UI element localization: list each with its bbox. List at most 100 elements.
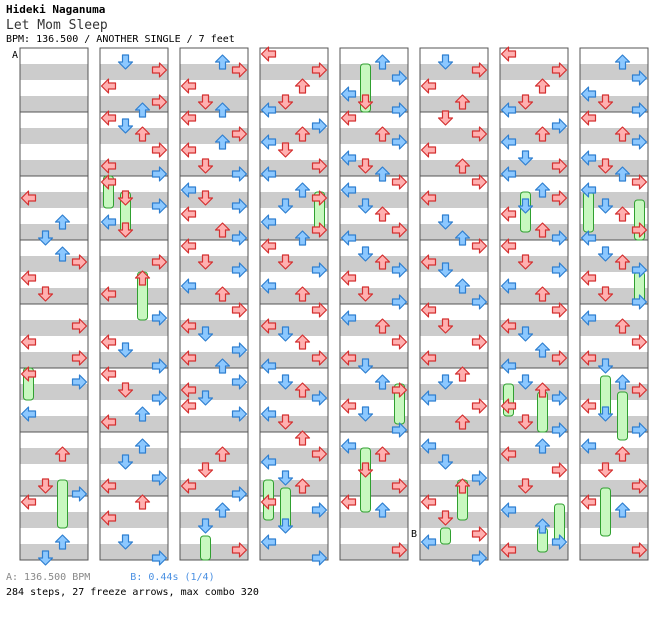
left-arrow-icon: [500, 102, 517, 118]
up-arrow-icon: [294, 230, 311, 246]
down-arrow-icon: [277, 94, 294, 110]
beat-stripe: [340, 96, 408, 112]
left-arrow-icon: [100, 510, 117, 526]
down-arrow-icon: [197, 190, 214, 206]
beat-stripe: [260, 128, 328, 144]
beat-stripe: [100, 416, 168, 432]
right-arrow-icon: [231, 166, 248, 182]
left-arrow-icon: [180, 110, 197, 126]
down-arrow-icon: [277, 518, 294, 534]
beat-stripe: [100, 544, 168, 560]
right-arrow-icon: [631, 134, 648, 150]
beat-stripe: [500, 544, 568, 560]
down-arrow-icon: [517, 478, 534, 494]
beat-stripe: [340, 256, 408, 272]
up-arrow-icon: [614, 374, 631, 390]
beat-stripe: [260, 160, 328, 176]
left-arrow-icon: [260, 214, 277, 230]
down-arrow-icon: [437, 318, 454, 334]
freeze-arrow-body: [600, 487, 611, 537]
left-arrow-icon: [20, 270, 37, 286]
left-arrow-icon: [420, 142, 437, 158]
down-arrow-icon: [597, 358, 614, 374]
up-arrow-icon: [374, 126, 391, 142]
left-arrow-icon: [180, 398, 197, 414]
right-arrow-icon: [551, 534, 568, 550]
beat-stripe: [580, 160, 648, 176]
beat-stripe: [180, 224, 248, 240]
right-arrow-icon: [391, 222, 408, 238]
up-arrow-icon: [374, 446, 391, 462]
freeze-arrow-body: [617, 391, 628, 441]
left-arrow-icon: [500, 398, 517, 414]
left-arrow-icon: [500, 238, 517, 254]
beat-stripe: [20, 448, 88, 464]
left-arrow-icon: [340, 438, 357, 454]
up-arrow-icon: [374, 254, 391, 270]
up-arrow-icon: [54, 246, 71, 262]
right-arrow-icon: [391, 542, 408, 558]
chart-column: [19, 47, 89, 566]
right-arrow-icon: [151, 310, 168, 326]
down-arrow-icon: [357, 158, 374, 174]
chart-column: [339, 47, 409, 561]
beat-stripe: [580, 544, 648, 560]
right-arrow-icon: [471, 126, 488, 142]
beat-stripe: [420, 288, 488, 304]
left-arrow-icon: [580, 110, 597, 126]
right-arrow-icon: [231, 126, 248, 142]
chart-column: [419, 47, 489, 566]
beat-stripe: [500, 224, 568, 240]
up-arrow-icon: [214, 358, 231, 374]
chart-summary: 284 steps, 27 freeze arrows, max combo 3…: [6, 587, 259, 598]
left-arrow-icon: [500, 206, 517, 222]
beat-stripe: [500, 448, 568, 464]
up-arrow-icon: [534, 438, 551, 454]
freeze-arrow-body: [200, 535, 211, 561]
beat-stripe: [180, 160, 248, 176]
left-arrow-icon: [500, 446, 517, 462]
up-arrow-icon: [294, 478, 311, 494]
up-arrow-icon: [134, 126, 151, 142]
left-arrow-icon: [180, 182, 197, 198]
beat-stripe: [20, 544, 88, 560]
beat-stripe: [100, 512, 168, 528]
right-arrow-icon: [311, 502, 328, 518]
down-arrow-icon: [357, 358, 374, 374]
left-arrow-icon: [500, 46, 517, 62]
up-arrow-icon: [294, 334, 311, 350]
down-arrow-icon: [437, 214, 454, 230]
right-arrow-icon: [631, 294, 648, 310]
right-arrow-icon: [231, 302, 248, 318]
up-arrow-icon: [214, 222, 231, 238]
right-arrow-icon: [391, 422, 408, 438]
up-arrow-icon: [614, 54, 631, 70]
beat-stripe: [340, 384, 408, 400]
beat-stripe: [580, 96, 648, 112]
up-arrow-icon: [534, 342, 551, 358]
down-arrow-icon: [197, 158, 214, 174]
right-arrow-icon: [151, 62, 168, 78]
up-arrow-icon: [454, 414, 471, 430]
up-arrow-icon: [214, 446, 231, 462]
up-arrow-icon: [54, 446, 71, 462]
left-arrow-icon: [180, 78, 197, 94]
left-arrow-icon: [580, 86, 597, 102]
right-arrow-icon: [391, 478, 408, 494]
bpm-a-label: A: 136.500 BPM: [6, 572, 91, 583]
beat-stripe: [580, 448, 648, 464]
beat-stripe: [260, 288, 328, 304]
beat-stripe: [260, 256, 328, 272]
up-arrow-icon: [54, 534, 71, 550]
beat-stripe: [20, 416, 88, 432]
up-arrow-icon: [614, 126, 631, 142]
freeze-arrow-body: [360, 471, 371, 513]
freeze-arrow-body: [440, 527, 451, 545]
down-arrow-icon: [277, 470, 294, 486]
right-arrow-icon: [631, 334, 648, 350]
right-arrow-icon: [631, 70, 648, 86]
up-arrow-icon: [374, 206, 391, 222]
beat-stripe: [20, 512, 88, 528]
beat-stripe: [500, 352, 568, 368]
chart-column: [259, 46, 329, 566]
